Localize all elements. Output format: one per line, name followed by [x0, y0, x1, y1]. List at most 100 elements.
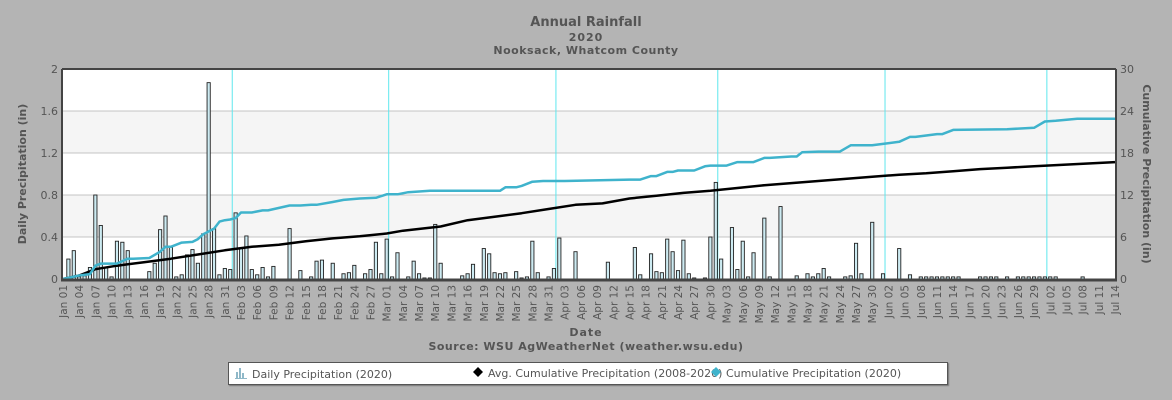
x-tick-label: Feb 09	[268, 285, 280, 320]
x-tick-label: Apr 27	[689, 285, 701, 320]
x-tick-label: May 06	[738, 285, 750, 324]
precip-bar	[557, 237, 562, 280]
precip-bar	[503, 272, 508, 280]
precip-bar	[368, 269, 373, 280]
x-tick-label: Feb 21	[333, 285, 345, 320]
precip-bar	[708, 236, 713, 280]
x-tick-label: Mar 28	[527, 285, 539, 322]
legend-label-daily: Daily Precipitation (2020)	[252, 368, 393, 381]
diamond-icon	[473, 367, 483, 380]
precip-bar	[438, 262, 443, 280]
precip-bar	[481, 248, 486, 280]
bar-chart-icon	[235, 367, 247, 382]
precip-bar	[228, 269, 233, 280]
precip-bar	[341, 273, 346, 280]
x-tick-label: Jan 10	[107, 285, 119, 319]
grid-band	[62, 111, 1116, 153]
y-right-tick-label: 30	[1120, 63, 1134, 76]
x-tick-label: May 15	[786, 285, 798, 323]
diamond-icon	[711, 367, 721, 380]
chart-title: Annual Rainfall	[530, 15, 642, 30]
legend-item-avg-cumulative[interactable]: Avg. Cumulative Precipitation (2008-2020…	[473, 367, 722, 380]
precip-bar	[201, 233, 206, 280]
precip-bar	[195, 262, 200, 280]
precip-bar	[244, 235, 249, 280]
x-tick-label: Feb 27	[366, 285, 378, 320]
precip-bar	[233, 212, 238, 280]
x-tick-label: Jan 07	[90, 285, 102, 319]
precip-bar	[681, 239, 686, 280]
x-tick-label: Apr 18	[641, 285, 653, 320]
precip-bar	[880, 273, 886, 280]
precip-bar	[384, 238, 389, 280]
precip-bar	[260, 267, 265, 280]
legend-item-daily[interactable]: Daily Precipitation (2020)	[235, 367, 392, 382]
precip-bar	[217, 274, 222, 280]
precip-bar	[185, 254, 190, 280]
x-tick-label: Apr 30	[705, 285, 717, 320]
precip-bar	[686, 273, 691, 280]
precip-bar	[411, 260, 416, 280]
x-tick-label: Mar 04	[398, 285, 410, 322]
x-tick-label: Apr 03	[560, 285, 572, 320]
precip-bar	[870, 221, 875, 280]
precip-bar	[287, 228, 292, 280]
x-tick-label: Jul 08	[1078, 285, 1090, 315]
precip-bar	[433, 223, 438, 280]
precip-bar	[314, 260, 319, 280]
x-tick-label: Mar 01	[382, 285, 394, 322]
x-tick-label: May 21	[819, 285, 831, 323]
x-tick-label: Mar 10	[430, 285, 442, 322]
precip-bar	[147, 271, 152, 280]
precip-bar	[487, 253, 492, 280]
precip-bar	[222, 268, 227, 280]
x-tick-label: Mar 22	[495, 285, 507, 322]
precip-bar	[497, 273, 503, 280]
x-tick-label: Apr 12	[608, 285, 620, 320]
precip-bar	[71, 250, 76, 280]
chart-location: Nooksack, Whatcom County	[493, 44, 679, 57]
precip-bar	[373, 241, 378, 280]
precip-bar	[319, 259, 325, 280]
cumulative-line	[62, 117, 1115, 281]
precip-bar	[98, 224, 103, 280]
x-tick-label: Jun 05	[900, 285, 912, 319]
precip-bar	[740, 240, 745, 280]
x-tick-label: Jan 01	[58, 285, 70, 319]
x-tick-label: Apr 15	[625, 285, 637, 320]
x-tick-label: Feb 18	[317, 285, 329, 320]
precip-bar	[206, 82, 211, 280]
source-note: Source: WSU AgWeatherNet (weather.wsu.ed…	[428, 340, 744, 353]
precip-bar	[735, 269, 740, 280]
x-tick-label: Jan 22	[171, 285, 183, 319]
x-tick-label: Feb 15	[301, 285, 313, 320]
y-right-tick-label: 18	[1120, 147, 1134, 160]
x-tick-label: May 24	[835, 285, 847, 324]
x-axis-title: Date	[569, 326, 603, 339]
legend-label-avg-cumulative: Avg. Cumulative Precipitation (2008-2020…	[488, 367, 723, 380]
precip-bar	[530, 240, 535, 280]
x-tick-label: Apr 21	[657, 285, 669, 320]
precip-bar	[379, 273, 384, 280]
x-tick-label: May 27	[851, 285, 863, 323]
precip-bar	[605, 261, 610, 280]
precip-bar	[152, 262, 157, 280]
precip-bar	[659, 272, 664, 280]
x-tick-label: Jul 14	[1110, 285, 1122, 316]
x-tick-label: Jun 20	[981, 285, 993, 319]
precip-bar	[352, 264, 357, 280]
precip-bar	[465, 273, 470, 280]
y-left-tick-label: 2	[51, 63, 58, 76]
precip-bar	[212, 228, 217, 280]
legend-item-cumulative[interactable]: Cumulative Precipitation (2020)	[711, 367, 901, 380]
x-tick-label: Mar 16	[463, 285, 475, 322]
x-tick-label: Feb 06	[252, 285, 264, 321]
precip-bar	[271, 265, 276, 280]
x-tick-label: Mar 25	[511, 285, 523, 322]
precip-bar	[249, 269, 254, 280]
legend-label-cumulative: Cumulative Precipitation (2020)	[726, 367, 902, 380]
y-right-tick-label: 0	[1120, 273, 1127, 286]
precip-bar	[821, 268, 826, 280]
precip-bar	[853, 242, 859, 280]
